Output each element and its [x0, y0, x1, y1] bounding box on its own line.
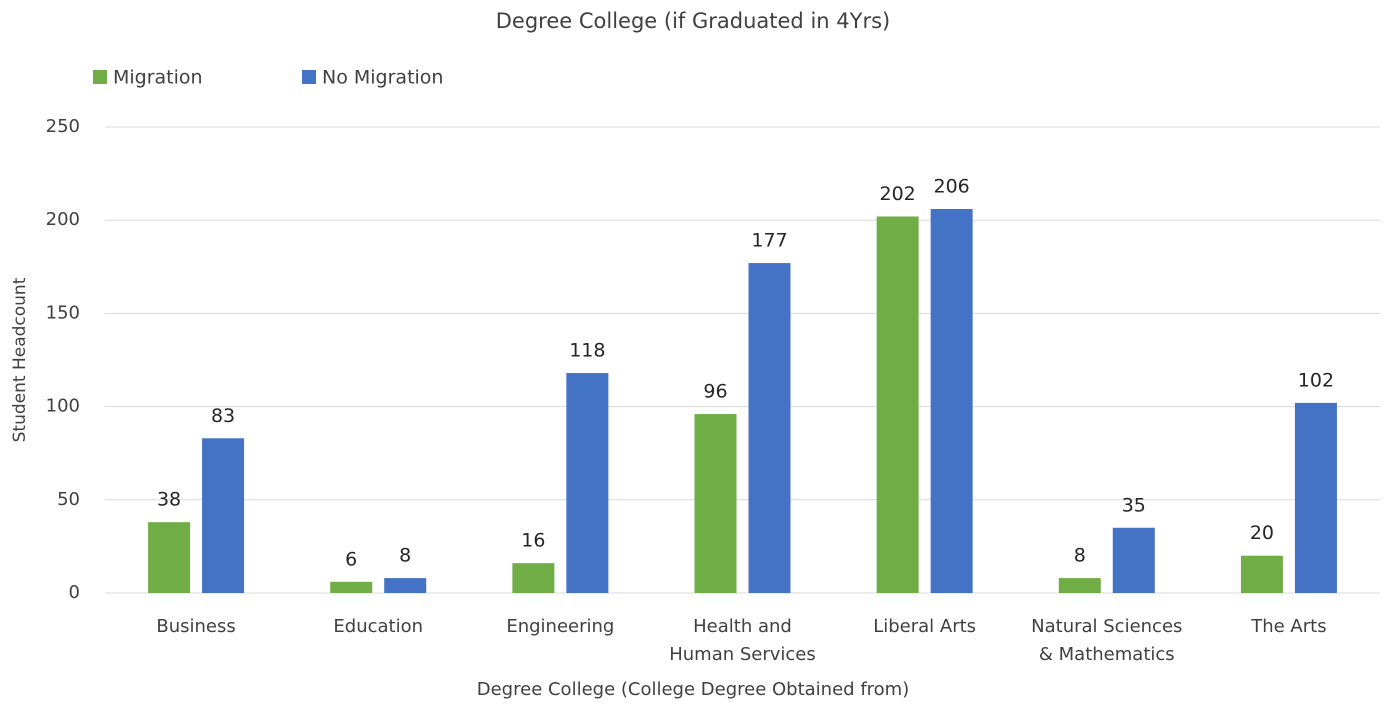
bar [876, 216, 919, 594]
bar [384, 578, 427, 593]
y-tick-label: 250 [46, 116, 80, 137]
bar [1240, 555, 1283, 593]
data-label: 202 [880, 183, 916, 205]
legend-label: Migration [113, 67, 203, 89]
x-tick-label: Business [156, 616, 236, 637]
data-label: 83 [211, 405, 235, 427]
data-label: 35 [1122, 494, 1146, 516]
data-label: 102 [1298, 369, 1334, 391]
x-tick-label: The Arts [1251, 616, 1327, 637]
y-axis-label: Student Headcount [10, 277, 30, 442]
x-axis-label: Degree College (College Degree Obtained … [477, 679, 909, 700]
data-label: 6 [345, 548, 357, 570]
bar [512, 563, 555, 593]
data-label: 8 [1074, 545, 1086, 567]
bar [930, 209, 973, 594]
data-label: 96 [703, 381, 727, 403]
data-label: 20 [1250, 522, 1274, 544]
data-label: 118 [569, 340, 605, 362]
bar [1294, 402, 1337, 593]
legend-swatch [93, 70, 107, 84]
bar [566, 373, 609, 593]
y-tick-label: 0 [69, 582, 80, 603]
bar [202, 438, 245, 593]
x-tick-label: Engineering [506, 616, 615, 637]
bar [1112, 527, 1155, 593]
y-tick-label: 200 [46, 209, 80, 230]
y-tick-label: 100 [46, 396, 80, 417]
data-label: 177 [751, 230, 787, 252]
data-label: 16 [521, 530, 545, 552]
x-tick-label: Health and Human Services [669, 616, 816, 665]
data-label: 206 [934, 176, 970, 198]
bar [330, 581, 373, 593]
data-label: 38 [157, 489, 181, 511]
legend-swatch [302, 70, 316, 84]
bar [148, 522, 191, 593]
x-tick-label: Natural Sciences & Mathematics [1031, 616, 1183, 665]
bar [1058, 578, 1101, 593]
y-tick-label: 150 [46, 302, 80, 323]
data-label: 8 [399, 545, 411, 567]
legend-label: No Migration [322, 67, 443, 89]
chart-title: Degree College (if Graduated in 4Yrs) [496, 9, 890, 33]
x-tick-label: Liberal Arts [873, 616, 977, 637]
x-tick-label: Education [333, 616, 424, 637]
bar [748, 263, 791, 593]
y-tick-label: 50 [57, 489, 80, 510]
bar [694, 414, 737, 593]
